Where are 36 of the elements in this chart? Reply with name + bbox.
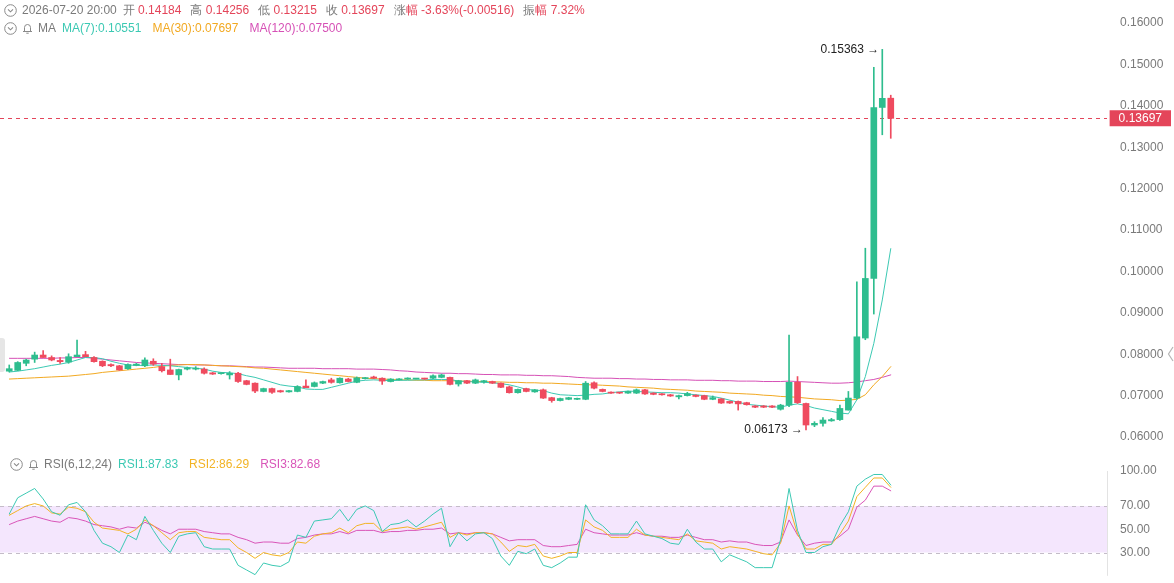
text: 低 0.13215 (258, 1, 317, 19)
y-tick-label: 0.14000 (1120, 98, 1164, 113)
y-tick-label: 50.00 (1120, 521, 1151, 536)
text: 开 0.14184 (122, 1, 182, 19)
y-tick-label: 0.10000 (1120, 263, 1164, 278)
y-tick-label: 0.08000 (1120, 346, 1164, 361)
annotation: 0.06173 → (744, 422, 803, 437)
text: 0.13697 (1118, 111, 1163, 126)
y-tick-label: 0.15000 (1120, 56, 1164, 71)
text: MA(7):0.10551 (62, 21, 142, 35)
legend-title: RSI(6,12,24) (44, 457, 113, 471)
chart-title: 2026-07-20 20:00 (22, 3, 117, 17)
y-tick-label: 0.11000 (1120, 222, 1163, 237)
y-tick-label: 30.00 (1120, 544, 1151, 559)
text: 涨幅 -3.63%(-0.00516) (393, 1, 515, 19)
y-tick-label: 0.09000 (1120, 305, 1164, 320)
legend-title: MA (38, 21, 56, 35)
y-tick-label: 0.12000 (1120, 180, 1164, 195)
text: RSI3:82.68 (260, 457, 321, 471)
text: RSI1:87.83 (118, 457, 179, 471)
text: 收 0.13697 (325, 1, 385, 19)
y-tick-label: 100.00 (1120, 463, 1158, 478)
text: MA(120):0.07500 (249, 21, 343, 35)
text: MA(30):0.07697 (152, 21, 239, 35)
text: 高 0.14256 (190, 1, 250, 19)
candlestick (56, 357, 64, 364)
y-tick-label: 0.13000 (1120, 139, 1164, 154)
y-tick-label: 0.06000 (1120, 429, 1164, 444)
text: 振幅 7.32% (523, 1, 585, 19)
annotation: 0.15363 → (820, 41, 880, 56)
candlestick (878, 49, 886, 136)
y-tick-label: 0.16000 (1120, 15, 1164, 30)
y-tick-label: 0.07000 (1120, 387, 1164, 402)
text: RSI2:86.29 (189, 457, 250, 471)
candlestick (395, 378, 403, 381)
y-tick-label: 70.00 (1120, 498, 1151, 513)
